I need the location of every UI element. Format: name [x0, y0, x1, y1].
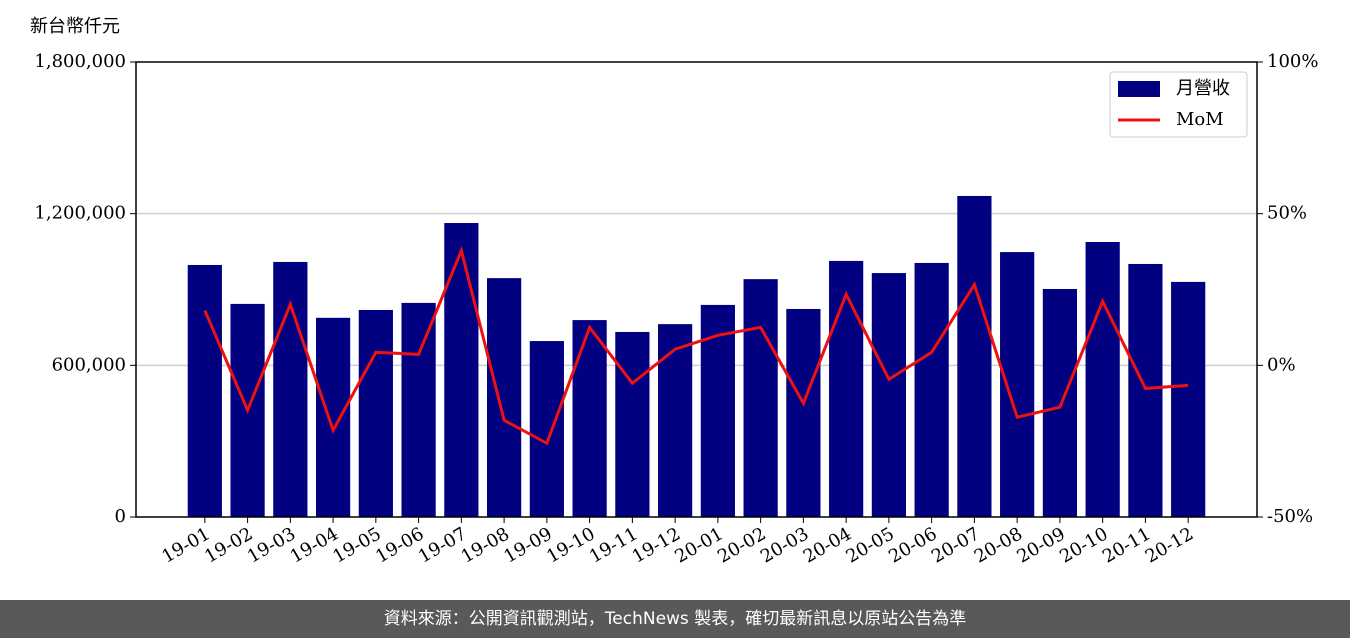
x-tick-label: 19-12: [629, 523, 684, 567]
x-tick-label: 19-11: [586, 523, 641, 567]
bar: [529, 341, 564, 517]
y2-tick-label: 100%: [1267, 51, 1318, 72]
y-tick-label: 600,000: [52, 354, 126, 375]
legend-swatch: [1118, 81, 1160, 97]
x-tick-label: 19-05: [329, 523, 384, 567]
bar: [487, 278, 522, 517]
source-note: 資料來源：公開資訊觀測站，TechNews 製表，確切最新訊息以原站公告為準: [0, 600, 1350, 638]
bar: [914, 262, 949, 517]
y-tick-label: 1,800,000: [34, 51, 126, 72]
plot-frame: [135, 61, 1258, 518]
y2-tick-label: 50%: [1267, 203, 1307, 224]
bar: [401, 302, 436, 517]
x-tick-label: 19-03: [244, 523, 299, 567]
bar: [743, 279, 778, 517]
x-tick-label: 20-05: [842, 523, 897, 567]
x-tick-label: 20-08: [971, 523, 1026, 567]
x-tick-label: 19-10: [543, 523, 598, 567]
y2-tick-label: 0%: [1267, 354, 1296, 375]
bar: [957, 195, 992, 517]
legend-label: 月營收: [1176, 78, 1230, 99]
bar: [1171, 281, 1206, 517]
bar: [829, 260, 864, 517]
x-tick-label: 20-09: [1013, 523, 1068, 567]
mom-line: [203, 245, 1189, 446]
x-tick-label: 20-06: [885, 523, 940, 567]
x-tick-label: 20-01: [671, 523, 726, 567]
y2-tick-label: -50%: [1267, 506, 1313, 527]
y-tick-label: 1,200,000: [34, 203, 126, 224]
chart: 新台幣仟元 0 600,000 1,200,000 1,800,000 -50% 0% 50…: [30, 16, 1318, 568]
bar: [615, 331, 650, 517]
x-tick-label: 19-02: [201, 523, 256, 567]
x-tick-label: 19-04: [287, 523, 342, 567]
x-tick-label: 19-06: [372, 523, 427, 567]
bar: [658, 324, 693, 517]
unit-label: 新台幣仟元: [30, 16, 120, 37]
x-tick-label: 20-10: [1056, 523, 1111, 567]
bar: [358, 309, 393, 517]
bar: [786, 308, 821, 517]
bar: [187, 264, 222, 517]
bar: [1085, 241, 1120, 517]
bar: [273, 261, 308, 517]
x-tick-label: 20-03: [757, 523, 812, 567]
x-tick-label: 19-08: [458, 523, 513, 567]
bar: [444, 223, 479, 517]
x-tick-label: 20-07: [928, 523, 983, 567]
bar: [1042, 288, 1078, 517]
x-tick-label: 20-12: [1142, 523, 1197, 567]
y-tick-label: 0: [115, 506, 126, 527]
legend-label: MoM: [1176, 109, 1224, 130]
bar: [315, 317, 351, 517]
x-tick-label: 19-07: [415, 523, 470, 567]
x-tick-label: 19-01: [158, 523, 213, 567]
x-tick-label: 19-09: [500, 523, 555, 567]
bar: [871, 273, 906, 517]
x-tick-label: 20-02: [714, 523, 769, 567]
bar: [1128, 263, 1163, 517]
x-tick-label: 20-11: [1099, 523, 1154, 567]
x-tick-label: 20-04: [800, 523, 855, 567]
bar: [572, 320, 607, 517]
